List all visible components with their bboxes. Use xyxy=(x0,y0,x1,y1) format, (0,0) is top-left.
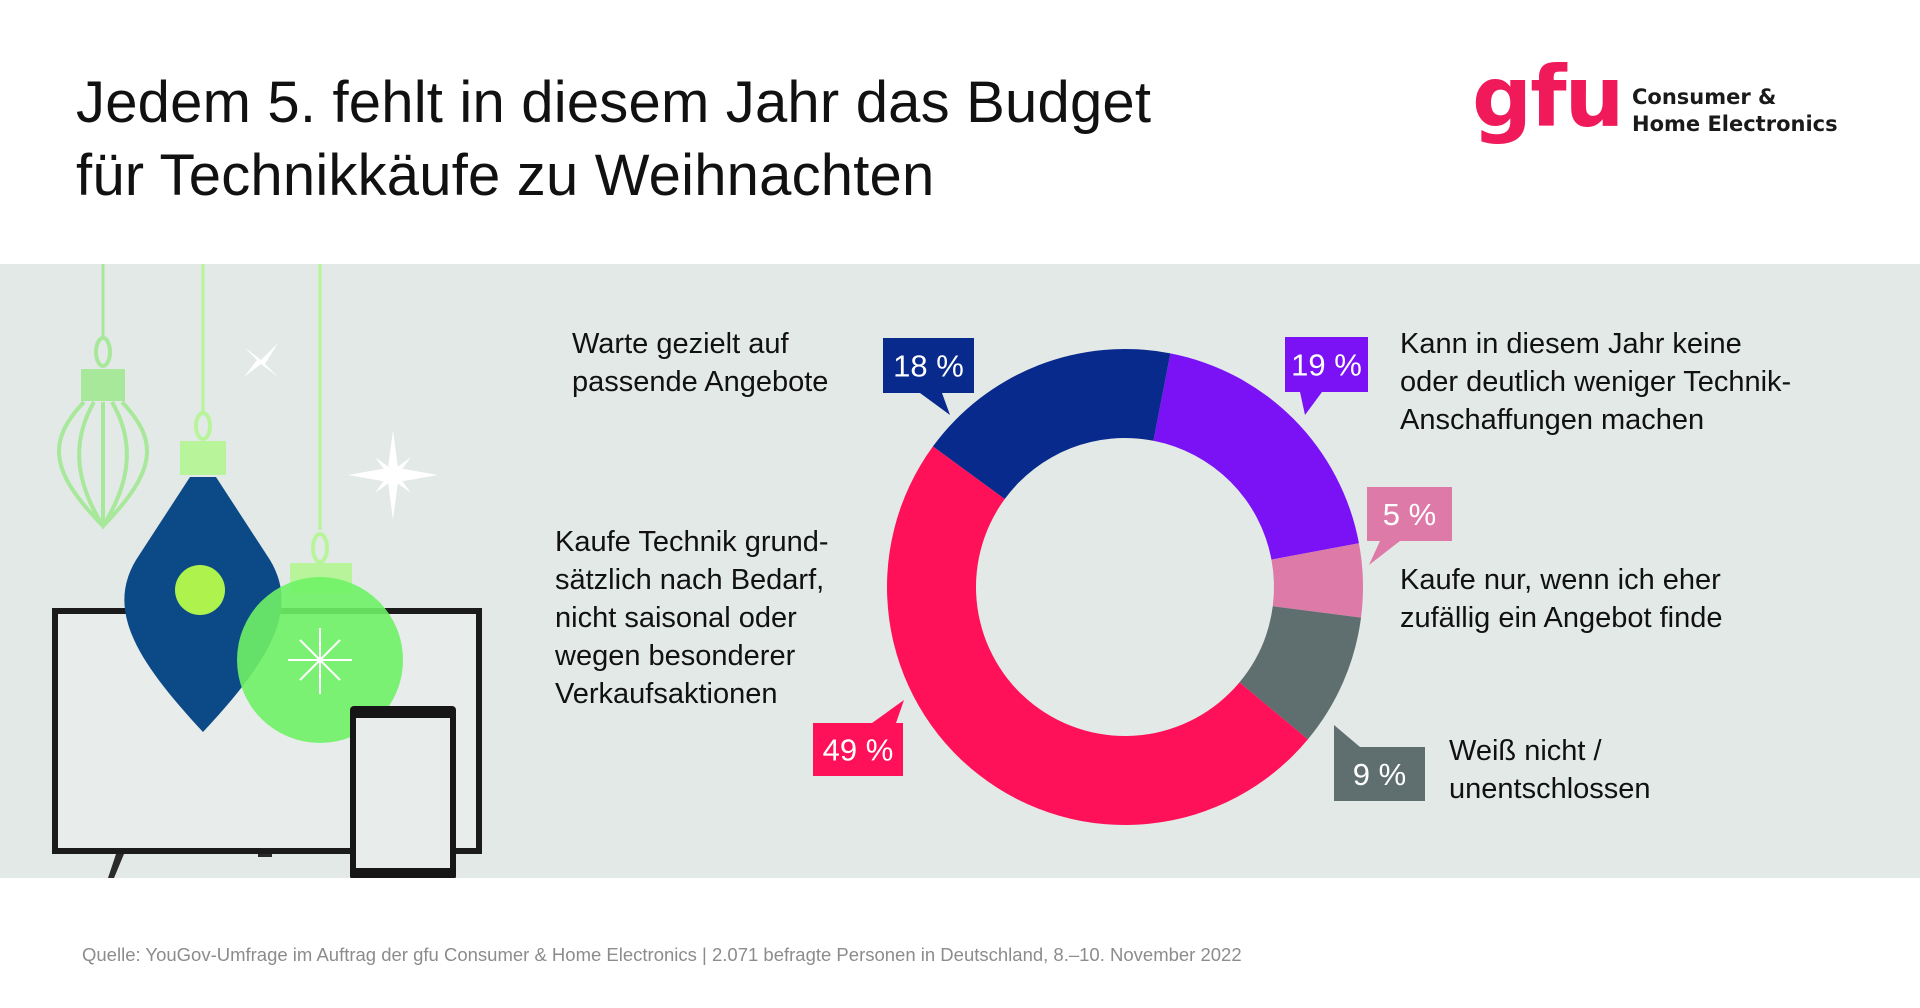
value-callout-angebote: 18 % xyxy=(883,338,974,415)
label-line: Weiß nicht / xyxy=(1449,735,1602,767)
label-line: unentschlossen xyxy=(1449,773,1651,805)
label-line: Anschaffungen machen xyxy=(1400,404,1705,436)
label-angebote: Warte gezielt auf passende Angebote xyxy=(572,325,828,401)
label-zufall: Kaufe nur, wenn ich eher zufällig ein An… xyxy=(1400,561,1722,637)
data-label-unentschlossen: 9 % xyxy=(1353,757,1406,792)
logo-text-line-2: Home Electronics xyxy=(1632,112,1838,136)
label-line: Warte gezielt auf xyxy=(572,328,789,360)
source-footnote: Quelle: YouGov-Umfrage im Auftrag der gf… xyxy=(82,944,1242,965)
callout-box xyxy=(1285,337,1368,392)
data-label-budget: 19 % xyxy=(1291,348,1362,383)
callout-pointer xyxy=(1369,541,1400,565)
label-line: oder deutlich weniger Technik- xyxy=(1400,366,1792,398)
callout-box xyxy=(1334,747,1425,801)
value-callout-bedarf: 49 % xyxy=(813,700,904,776)
illustration xyxy=(52,264,482,878)
donut-slice-angebote xyxy=(932,349,1171,499)
data-label-zufall: 5 % xyxy=(1383,497,1436,532)
callout-pointer xyxy=(872,700,904,723)
label-line: passende Angebote xyxy=(572,366,829,398)
value-callout-zufall: 5 % xyxy=(1367,487,1452,565)
star-icon xyxy=(348,430,438,520)
ornament-outline-icon xyxy=(57,336,149,530)
label-bedarf: Kaufe Technik grund- sätzlich nach Bedar… xyxy=(555,523,829,713)
label-budget: Kann in diesem Jahr keine oder deutlich … xyxy=(1400,325,1791,439)
tablet-icon xyxy=(350,706,456,878)
title-line-1: Jedem 5. fehlt in diesem Jahr das Budget xyxy=(76,70,1152,135)
label-unentschlossen: Weiß nicht / unentschlossen xyxy=(1449,732,1651,808)
callout-pointer xyxy=(1300,392,1322,415)
title-line-2: für Technikkäufe zu Weihnachten xyxy=(76,143,935,208)
label-line: wegen besonderer xyxy=(555,640,796,672)
value-callout-budget: 19 % xyxy=(1285,337,1368,415)
label-line: Kaufe nur, wenn ich eher xyxy=(1400,564,1721,596)
callout-box xyxy=(883,338,974,393)
donut-slice-zufall xyxy=(1271,543,1364,618)
callout-box xyxy=(813,723,903,776)
sparkle-icon xyxy=(244,343,278,377)
callout-pointer xyxy=(920,393,950,415)
donut-slice-budget xyxy=(1153,353,1359,560)
data-label-angebote: 18 % xyxy=(893,349,964,384)
callout-box xyxy=(1367,487,1452,541)
logo-text: Consumer & Home Electronics xyxy=(1632,84,1892,138)
label-line: Verkaufsaktionen xyxy=(555,678,778,710)
ornament-green-icon xyxy=(237,532,403,743)
label-line: Kaufe Technik grund- xyxy=(555,526,829,558)
donut-slice-bedarf xyxy=(886,446,1308,826)
callout-pointer xyxy=(1334,725,1360,747)
label-line: nicht saisonal oder xyxy=(555,602,797,634)
page-title: Jedem 5. fehlt in diesem Jahr das Budget… xyxy=(76,66,1151,212)
donut-slice-unentschlossen xyxy=(1239,606,1362,740)
label-line: Kann in diesem Jahr keine xyxy=(1400,328,1742,360)
label-line: zufällig ein Angebot finde xyxy=(1400,602,1723,634)
logo-text-line-1: Consumer & xyxy=(1632,85,1777,109)
label-line: sätzlich nach Bedarf, xyxy=(555,564,825,596)
logo-mark: gfu xyxy=(1472,48,1624,146)
value-callout-unentschlossen: 9 % xyxy=(1334,725,1425,801)
data-label-bedarf: 49 % xyxy=(823,733,894,768)
